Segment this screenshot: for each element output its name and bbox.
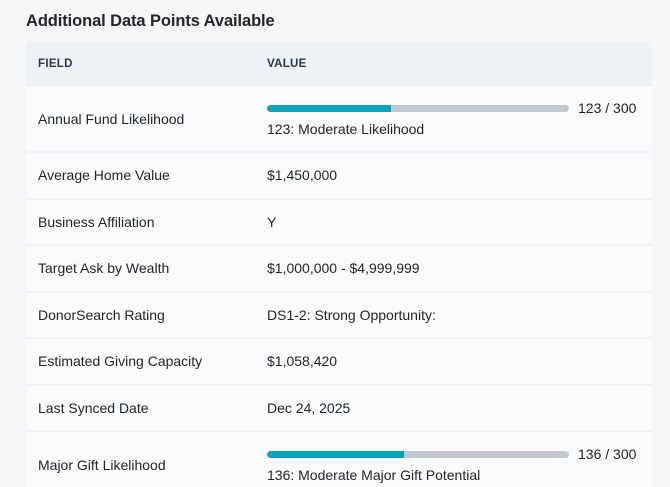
field-value: $1,450,000 [267, 167, 338, 184]
field-label: Average Home Value [38, 167, 170, 184]
table-row: Target Ask by Wealth $1,000,000 - $4,999… [26, 246, 652, 293]
score-cell: 123 / 300 123: Moderate Likelihood [267, 100, 652, 137]
score-description: 136: Moderate Major Gift Potential [267, 467, 481, 483]
field-label: Target Ask by Wealth [38, 260, 170, 277]
score-cell: 136 / 300 136: Moderate Major Gift Poten… [267, 446, 652, 483]
score-progress-bar [267, 104, 569, 112]
field-value: DS1-2: Strong Opportunity: [267, 306, 436, 323]
field-label: Annual Fund Likelihood [38, 110, 185, 127]
field-label: Last Synced Date [38, 399, 149, 416]
table-row: Major Gift Likelihood 136 / 300 136: Mod… [26, 432, 652, 487]
table-row: Annual Fund Likelihood 123 / 300 123: Mo… [26, 86, 652, 153]
score-progress-fill [267, 450, 404, 458]
score-value: 136 / 300 [578, 446, 637, 462]
field-label: Estimated Giving Capacity [38, 353, 203, 370]
score-value: 123 / 300 [578, 100, 637, 116]
field-label: DonorSearch Rating [38, 306, 165, 323]
score-progress-fill [267, 104, 391, 112]
table-header: FIELD VALUE [26, 42, 652, 86]
score-progress-bar [267, 450, 569, 458]
table-row: Business Affiliation Y [26, 199, 652, 246]
field-value: $1,058,420 [267, 353, 338, 370]
field-label: Major Gift Likelihood [38, 456, 166, 473]
table-row: Estimated Giving Capacity $1,058,420 [26, 339, 652, 386]
field-value: $1,000,000 - $4,999,999 [267, 260, 420, 277]
column-header-field: FIELD [38, 57, 73, 70]
table-row: Last Synced Date Dec 24, 2025 [26, 385, 652, 432]
data-points-table: FIELD VALUE Annual Fund Likelihood 123 /… [26, 42, 652, 487]
field-label: Business Affiliation [38, 213, 155, 230]
field-value: Dec 24, 2025 [267, 399, 351, 416]
column-header-value: VALUE [267, 57, 307, 70]
score-description: 123: Moderate Likelihood [267, 121, 425, 137]
field-value: Y [267, 213, 277, 230]
table-row: Average Home Value $1,450,000 [26, 153, 652, 200]
section-title: Additional Data Points Available [26, 12, 275, 30]
table-row: DonorSearch Rating DS1-2: Strong Opportu… [26, 292, 652, 339]
